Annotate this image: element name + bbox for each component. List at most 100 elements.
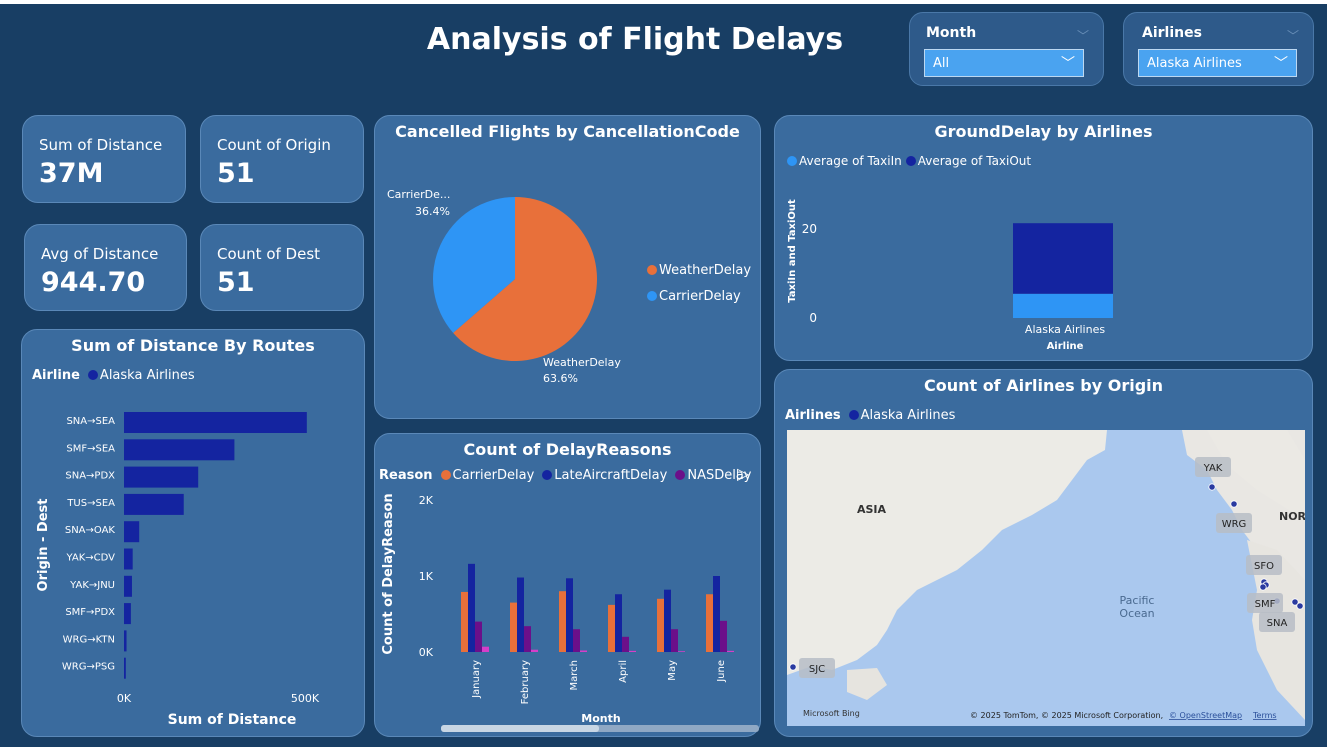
map-marker [1291,598,1299,606]
month-slicer[interactable]: Month ﹀ All ﹀ [909,12,1104,86]
pie-slice [453,197,597,361]
bar [124,521,140,543]
kpi-label: Count of Dest [217,245,321,263]
legend-item: LateAircraftDelay [554,468,668,483]
bar [124,439,235,461]
delay-reasons-card[interactable]: Count of DelayReasons Reason CarrierDelay… [374,433,761,737]
legend-title: Airline [32,368,80,383]
month-dropdown-value: All [933,56,950,71]
bar [727,650,734,652]
legend-title: Reason [379,468,433,483]
y-axis-title: Origin - Dest [36,499,51,592]
legend-item: WeatherDelay [643,258,751,284]
top-strip [0,0,1327,4]
bar [475,621,482,652]
y-tick-label: 1K [419,570,434,583]
map-osm-link: © OpenStreetMap [1169,711,1242,720]
bar [124,630,127,652]
bar [482,646,489,652]
bar [124,548,133,570]
pie-chart-card[interactable]: Cancelled Flights by CancellationCode Ca… [374,115,761,419]
kpi-label: Count of Origin [217,136,331,154]
bar [124,466,199,488]
airlines-dropdown-value: Alaska Airlines [1147,56,1242,71]
ground-delay-bar-chart: TaxiIn and TaxiOut 20 0 Alaska Airlines … [787,199,1113,352]
legend-item: Alaska Airlines [99,368,195,383]
map-land [1207,430,1305,520]
x-tick-label: May [667,660,678,681]
x-tick-label: March [569,660,580,690]
kpi-count-dest[interactable]: Count of Dest 51 [200,224,364,311]
x-tick-label: April [618,660,629,683]
bar [622,636,629,652]
pie-label-name: CarrierDe... [387,188,450,201]
bar [657,598,664,652]
legend-item: Average of TaxiIn [799,154,902,168]
kpi-value: 37M [39,158,104,189]
map-marker-label: SNA [1267,618,1288,629]
bar [566,578,573,652]
kpi-value: 944.70 [41,267,146,298]
bar [124,657,126,679]
map-brand: Microsoft Bing [803,709,860,718]
kpi-sum-distance[interactable]: Sum of Distance 37M [22,115,186,203]
kpi-label: Sum of Distance [39,136,163,154]
routes-chart-card[interactable]: Sum of Distance By Routes Airline Alaska … [21,329,365,737]
map-terms-link: Terms [1252,711,1277,720]
kpi-label: Avg of Distance [41,245,159,263]
map-marker-label: SFO [1254,561,1274,572]
bar [531,649,538,652]
map-label: NOR [1279,510,1305,523]
y-tick-label: 0K [419,646,434,659]
map-land [847,668,887,700]
play-icon[interactable]: ▷ [737,464,750,483]
bar [580,650,587,652]
y-tick-label: TUS→SEA [66,498,115,509]
y-tick-label: SNA→SEA [66,416,115,427]
y-tick-label: WRG→KTN [63,634,115,645]
bar-segment [1013,293,1113,318]
kpi-avg-distance[interactable]: Avg of Distance 944.70 [24,224,187,311]
airlines-dropdown[interactable]: Alaska Airlines ﹀ [1138,49,1297,77]
origin-map[interactable]: ASIA NOR Pacific Ocean YAK WRG SFO SMF SNA SJ… [787,430,1305,726]
chevron-down-icon[interactable]: ﹀ [1076,29,1089,43]
delay-reasons-bar-chart: Count of DelayReason 2K 1K 0K Month Janu… [381,493,759,732]
map-marker-label: SJC [809,664,825,675]
kpi-count-origin[interactable]: Count of Origin 51 [200,115,364,203]
map-label-box [1247,593,1283,613]
map-label-box [1259,612,1295,632]
cancellation-pie-chart: CarrierDe... 36.4% WeatherDelay 63.6% [387,188,621,385]
y-tick-label: SNA→PDX [65,471,115,482]
airlines-slicer[interactable]: Airlines ﹀ Alaska Airlines ﹀ [1123,12,1314,86]
bar [573,629,580,652]
chevron-down-icon[interactable]: ﹀ [1286,29,1299,43]
chart-title: Count of DelayReasons [463,440,672,459]
chart-legend: Reason CarrierDelay LateAircraftDelay NASDe… [379,468,752,483]
month-slicer-label: Month [926,25,977,41]
bar [524,626,531,652]
ground-delay-card[interactable]: GroundDelay by Airlines Average of TaxiI… [774,115,1313,361]
x-axis-title: Sum of Distance [168,712,297,728]
chart-legend: WeatherDelay CarrierDelay [643,258,751,310]
legend-item: CarrierDelay [643,284,751,310]
x-tick-label: Alaska Airlines [1025,323,1105,336]
map-land [787,430,1107,675]
pie-label-name: WeatherDelay [543,356,621,369]
kpi-value: 51 [217,158,255,189]
bar [720,620,727,652]
x-tick-label: June [716,660,727,683]
chart-legend: Airlines Alaska Airlines [785,408,955,423]
map-marker-label: YAK [1203,463,1223,474]
x-axis-title: Airline [1047,341,1084,352]
month-dropdown[interactable]: All ﹀ [924,49,1084,77]
map-label-box [1195,457,1231,477]
map-markers[interactable]: YAK WRG SFO SMF SNA SJC [789,457,1304,678]
x-axis-title: Month [581,712,620,725]
y-tick-label: SMF→PDX [65,607,115,618]
page-title: Analysis of Flight Delays [426,22,844,57]
map-label-box [1216,513,1252,533]
bar [706,594,713,652]
map-card[interactable]: Count of Airlines by Origin Airlines Alas… [774,369,1313,737]
bar [124,603,131,625]
map-canvas[interactable]: ASIA NOR Pacific Ocean YAK WRG SFO SMF SNA SJ… [787,430,1305,726]
